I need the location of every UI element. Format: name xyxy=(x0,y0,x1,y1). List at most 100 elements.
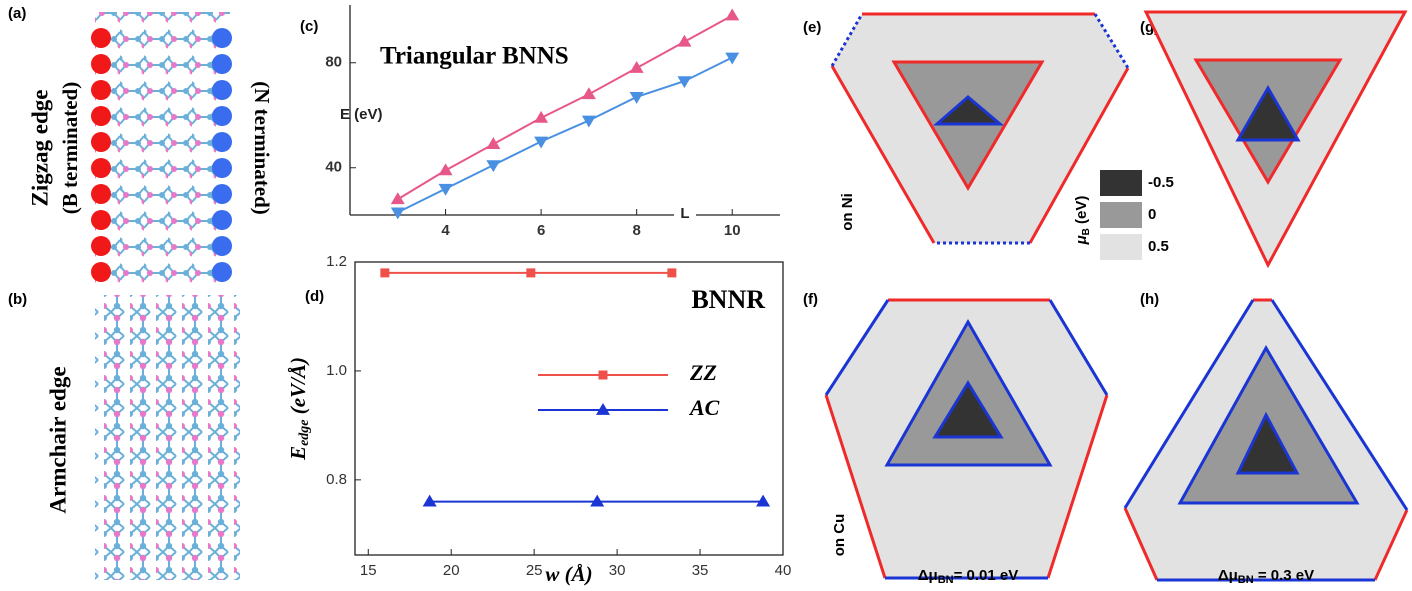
symbol: Δμ xyxy=(1218,567,1238,584)
marker xyxy=(582,116,596,128)
nitrogen-atom xyxy=(212,54,232,74)
nitrogen-atom xyxy=(212,28,232,48)
marker xyxy=(725,53,739,65)
y-axis-label: E (eV) xyxy=(340,106,383,123)
x-tick-label: 40 xyxy=(775,562,792,579)
colorbar-title: μB (eV) xyxy=(1073,196,1092,246)
panel-label: (h) xyxy=(1140,291,1159,308)
subscript: BN xyxy=(1238,574,1254,586)
symbol: E xyxy=(286,446,310,461)
y-tick-label: 40 xyxy=(325,159,342,176)
marker xyxy=(380,268,389,277)
marker xyxy=(423,495,437,507)
caption: ΔμBN= 0.01 eV xyxy=(918,567,1019,586)
x-tick-label: 20 xyxy=(443,562,460,579)
marker xyxy=(630,92,644,104)
x-tick-label: 8 xyxy=(632,222,640,239)
panel-label: (f) xyxy=(803,291,818,308)
marker xyxy=(667,268,676,277)
x-axis-label: w (Å) xyxy=(545,562,592,586)
nitrogen-atom xyxy=(212,132,232,152)
x-tick-label: 10 xyxy=(724,222,741,239)
boron-atom xyxy=(91,236,111,256)
legend-label: AC xyxy=(688,395,720,420)
marker xyxy=(756,495,770,507)
y-tick-label: 0.8 xyxy=(326,471,347,488)
boron-atom xyxy=(91,262,111,282)
marker xyxy=(486,160,500,172)
colorbar-swatch xyxy=(1100,234,1142,260)
marker xyxy=(391,207,405,219)
armchair-lattice xyxy=(95,295,240,580)
colorbar-swatch xyxy=(1100,202,1142,228)
marker xyxy=(439,163,453,175)
charts: 4 6 8 10 40 80 (c) Triangular BNNS L E (eV) 15 20 25… xyxy=(286,5,792,586)
y-tick-label: 1.2 xyxy=(326,253,347,270)
caption: ΔμBN = 0.3 eV xyxy=(1218,567,1314,586)
x-tick-label: 6 xyxy=(537,222,545,239)
zigzag-lattice xyxy=(95,12,230,287)
boron-atom xyxy=(91,80,111,100)
figure: (a) Zigzag edge (B terminated) (N termin… xyxy=(0,0,1412,586)
panel-label: (d) xyxy=(305,288,324,305)
x-tick-label: 35 xyxy=(692,562,709,579)
marker xyxy=(725,9,739,21)
marker xyxy=(534,137,548,149)
nitrogen-atom xyxy=(212,106,232,126)
nitrogen-atom xyxy=(212,80,232,100)
panel-label: (c) xyxy=(300,18,318,35)
edge-note: (N terminated) xyxy=(250,81,274,215)
marker xyxy=(534,111,548,123)
substrate: on Cu xyxy=(831,514,848,557)
marker xyxy=(526,268,535,277)
boron-atom xyxy=(91,184,111,204)
panel-label: (a) xyxy=(8,5,26,22)
legend-marker xyxy=(599,371,608,380)
marker xyxy=(582,87,596,99)
unit: (eV) xyxy=(1073,196,1090,229)
x-tick-label: 30 xyxy=(609,562,626,579)
nitrogen-atom xyxy=(212,236,232,256)
marker xyxy=(439,184,453,196)
marker xyxy=(677,35,691,47)
chart-title: BNNR xyxy=(691,285,765,314)
boron-atom xyxy=(91,106,111,126)
boron-atom xyxy=(91,28,111,48)
colorbar-swatch xyxy=(1100,170,1142,196)
x-axis-label: L xyxy=(680,205,689,222)
marker xyxy=(486,137,500,149)
y-axis-label: Eedge (eV/Å) xyxy=(286,357,312,461)
subscript: edge xyxy=(297,419,312,445)
legend-label: ZZ xyxy=(689,360,717,385)
subscript: BN xyxy=(938,574,954,586)
colorbar-label: 0 xyxy=(1148,206,1156,223)
marker xyxy=(590,495,604,507)
x-tick-label: 25 xyxy=(526,562,543,579)
y-tick-label: 80 xyxy=(325,54,342,71)
nitrogen-atom xyxy=(212,262,232,282)
panel-title: Zigzag edge xyxy=(27,90,52,207)
boron-atom xyxy=(91,210,111,230)
x-tick-label: 4 xyxy=(441,222,450,239)
panel-label: (b) xyxy=(8,291,27,308)
unit: (eV/Å) xyxy=(286,357,310,419)
boron-atom xyxy=(91,132,111,152)
x-tick-label: 15 xyxy=(360,562,377,579)
colorbar-label: 0.5 xyxy=(1148,238,1169,255)
symbol: μ xyxy=(1073,235,1090,245)
value: = 0.01 eV xyxy=(954,567,1019,584)
boron-atom xyxy=(91,54,111,74)
nitrogen-atom xyxy=(212,210,232,230)
boron-atom xyxy=(91,158,111,178)
chart-title: Triangular BNNS xyxy=(380,43,569,70)
nitrogen-atom xyxy=(212,158,232,178)
y-tick-label: 1.0 xyxy=(326,362,347,379)
value: = 0.3 eV xyxy=(1254,567,1314,584)
marker xyxy=(630,61,644,73)
panel-label: (e) xyxy=(803,19,821,36)
marker xyxy=(391,192,405,204)
substrate: on Ni xyxy=(839,193,856,231)
subscript: B xyxy=(1081,228,1092,235)
panel-title: Armchair edge xyxy=(45,366,70,513)
nitrogen-atom xyxy=(212,184,232,204)
